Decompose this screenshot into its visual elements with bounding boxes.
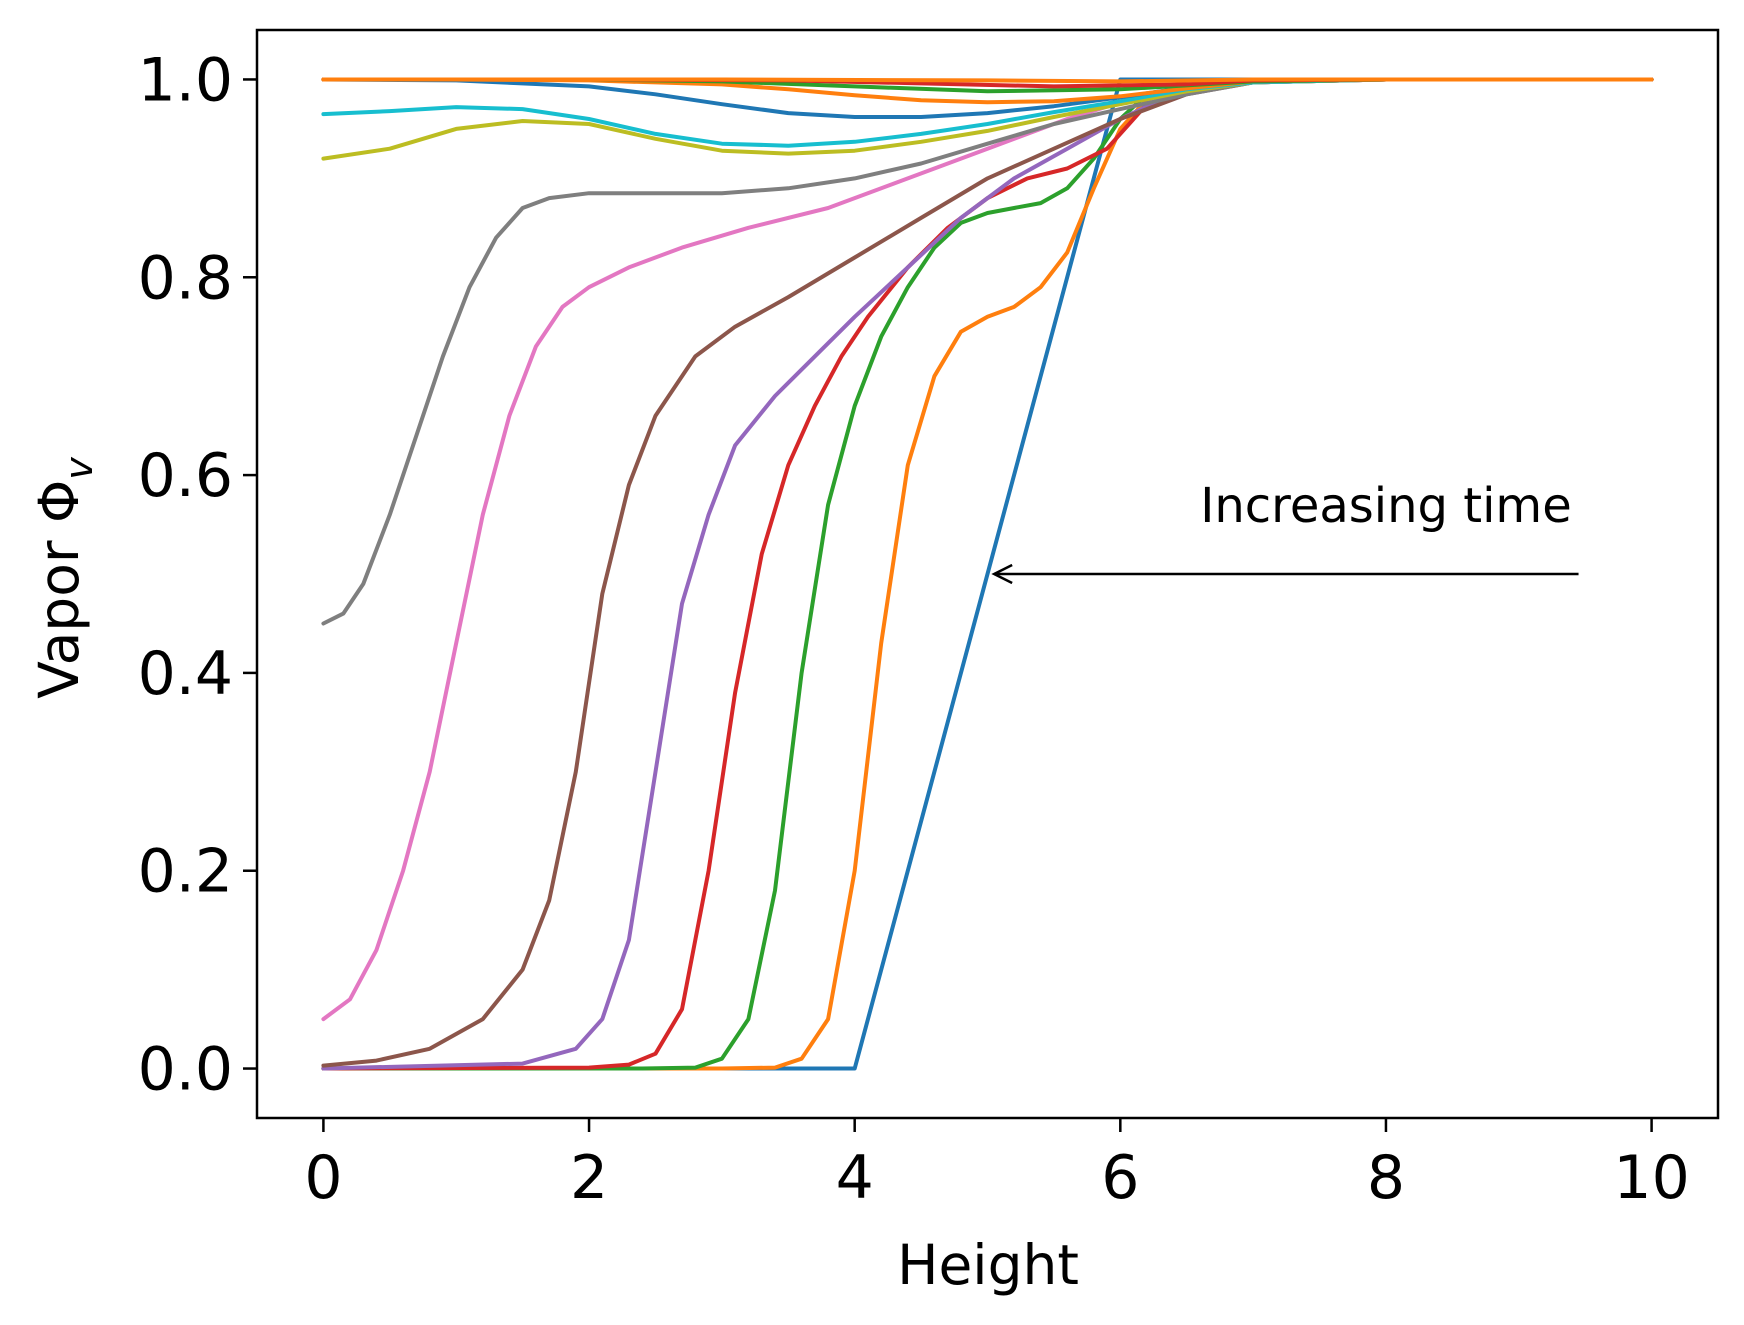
y-tick-label: 0.4 (138, 639, 233, 709)
y-axis: 0.0 0.2 0.4 0.6 0.8 1.0 (138, 45, 257, 1105)
series-line-t7 (321, 77, 1654, 626)
x-tick-label: 0 (304, 1143, 342, 1213)
y-tick-label: 0.0 (138, 1035, 233, 1105)
x-tick-label: 2 (570, 1143, 608, 1213)
x-tick-label: 8 (1367, 1143, 1405, 1213)
plot-frame (255, 28, 1720, 1120)
y-axis-label-main: Vapor Φ (27, 480, 91, 699)
y-tick-label: 0.6 (138, 441, 233, 511)
y-tick-label: 0.8 (138, 243, 233, 313)
series-line-t5 (321, 77, 1654, 1068)
x-tick-label: 4 (836, 1143, 874, 1213)
x-axis-label: Height (897, 1233, 1079, 1297)
y-tick-label: 0.2 (138, 837, 233, 907)
series-layer (321, 77, 1654, 1071)
annotation-arrowhead (991, 563, 1013, 585)
y-tick-label: 1.0 (138, 45, 233, 115)
series-line-t14 (321, 77, 1654, 84)
annotation-text: Increasing time (1200, 478, 1572, 534)
y-axis-label-subscript: v (57, 457, 101, 480)
x-axis: 0 2 4 6 8 10 (304, 1118, 1690, 1213)
x-tick-label: 6 (1101, 1143, 1139, 1213)
annotation: Increasing time (991, 478, 1579, 585)
x-tick-label: 10 (1613, 1143, 1689, 1213)
y-axis-label: Vapor Φv (27, 457, 101, 699)
